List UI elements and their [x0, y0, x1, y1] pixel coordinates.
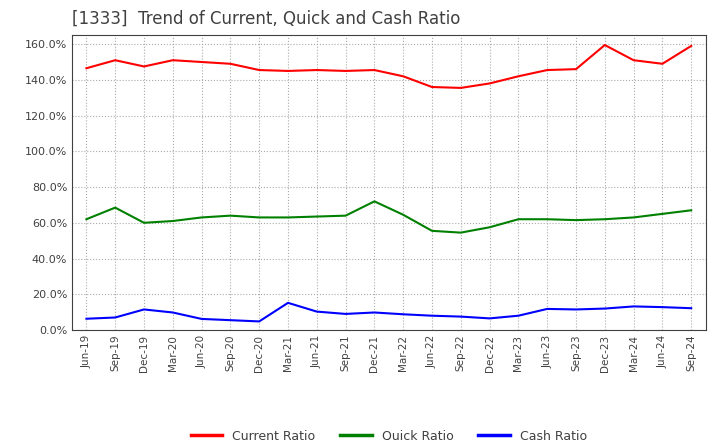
Cash Ratio — [111, 315, 120, 320]
Current Ratio — [312, 67, 321, 73]
Cash Ratio — [370, 310, 379, 315]
Current Ratio — [140, 64, 148, 69]
Quick Ratio — [370, 199, 379, 204]
Legend: Current Ratio, Quick Ratio, Cash Ratio: Current Ratio, Quick Ratio, Cash Ratio — [186, 425, 592, 440]
Quick Ratio — [111, 205, 120, 210]
Cash Ratio — [255, 319, 264, 324]
Quick Ratio — [456, 230, 465, 235]
Cash Ratio — [341, 311, 350, 316]
Cash Ratio — [428, 313, 436, 319]
Quick Ratio — [572, 217, 580, 223]
Line: Current Ratio: Current Ratio — [86, 45, 691, 88]
Cash Ratio — [168, 310, 177, 315]
Cash Ratio — [399, 312, 408, 317]
Current Ratio — [370, 67, 379, 73]
Quick Ratio — [543, 216, 552, 222]
Cash Ratio — [197, 316, 206, 322]
Quick Ratio — [399, 212, 408, 217]
Cash Ratio — [284, 300, 292, 305]
Quick Ratio — [485, 225, 494, 230]
Current Ratio — [82, 66, 91, 71]
Current Ratio — [284, 68, 292, 73]
Quick Ratio — [140, 220, 148, 225]
Current Ratio — [111, 58, 120, 63]
Quick Ratio — [197, 215, 206, 220]
Current Ratio — [543, 67, 552, 73]
Current Ratio — [514, 73, 523, 79]
Cash Ratio — [82, 316, 91, 321]
Quick Ratio — [312, 214, 321, 219]
Cash Ratio — [543, 306, 552, 312]
Cash Ratio — [572, 307, 580, 312]
Quick Ratio — [226, 213, 235, 218]
Quick Ratio — [629, 215, 638, 220]
Current Ratio — [658, 61, 667, 66]
Quick Ratio — [687, 208, 696, 213]
Cash Ratio — [600, 306, 609, 311]
Quick Ratio — [514, 216, 523, 222]
Cash Ratio — [629, 304, 638, 309]
Quick Ratio — [658, 211, 667, 216]
Cash Ratio — [514, 313, 523, 319]
Current Ratio — [687, 43, 696, 48]
Current Ratio — [168, 58, 177, 63]
Quick Ratio — [255, 215, 264, 220]
Cash Ratio — [140, 307, 148, 312]
Quick Ratio — [428, 228, 436, 234]
Current Ratio — [226, 61, 235, 66]
Quick Ratio — [168, 218, 177, 224]
Current Ratio — [428, 84, 436, 90]
Current Ratio — [197, 59, 206, 65]
Current Ratio — [600, 42, 609, 48]
Quick Ratio — [600, 216, 609, 222]
Cash Ratio — [312, 309, 321, 314]
Current Ratio — [456, 85, 465, 91]
Current Ratio — [485, 81, 494, 86]
Cash Ratio — [226, 318, 235, 323]
Current Ratio — [572, 66, 580, 72]
Current Ratio — [629, 58, 638, 63]
Line: Cash Ratio: Cash Ratio — [86, 303, 691, 322]
Cash Ratio — [658, 304, 667, 310]
Cash Ratio — [687, 305, 696, 311]
Cash Ratio — [485, 316, 494, 321]
Quick Ratio — [82, 216, 91, 222]
Quick Ratio — [284, 215, 292, 220]
Cash Ratio — [456, 314, 465, 319]
Line: Quick Ratio: Quick Ratio — [86, 202, 691, 233]
Quick Ratio — [341, 213, 350, 218]
Current Ratio — [255, 67, 264, 73]
Text: [1333]  Trend of Current, Quick and Cash Ratio: [1333] Trend of Current, Quick and Cash … — [72, 10, 460, 28]
Current Ratio — [399, 73, 408, 79]
Current Ratio — [341, 68, 350, 73]
